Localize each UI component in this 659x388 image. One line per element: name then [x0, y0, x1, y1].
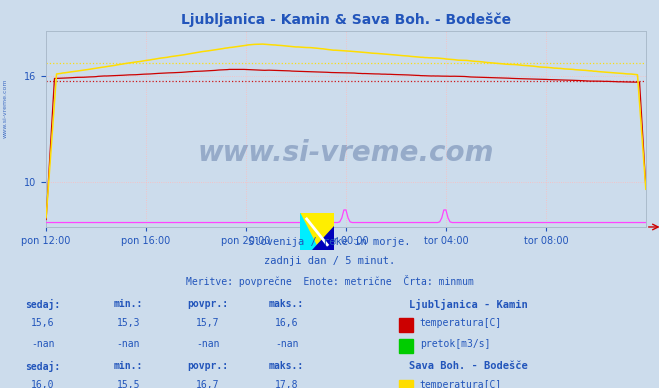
Text: Sava Boh. - Bodešče: Sava Boh. - Bodešče [409, 361, 527, 371]
Text: pretok[m3/s]: pretok[m3/s] [420, 339, 490, 349]
Text: maks.:: maks.: [269, 299, 304, 309]
Text: 16,0: 16,0 [31, 380, 55, 388]
Text: min.:: min.: [114, 299, 143, 309]
Text: -nan: -nan [275, 339, 299, 349]
Text: 16,6: 16,6 [275, 318, 299, 328]
Text: zadnji dan / 5 minut.: zadnji dan / 5 minut. [264, 256, 395, 266]
Text: -nan: -nan [31, 339, 55, 349]
Text: -nan: -nan [196, 339, 219, 349]
Text: 15,6: 15,6 [31, 318, 55, 328]
Text: Meritve: povprečne  Enote: metrične  Črta: minmum: Meritve: povprečne Enote: metrične Črta:… [186, 275, 473, 287]
Text: temperatura[C]: temperatura[C] [420, 380, 502, 388]
Bar [399, 318, 413, 332]
Bar [399, 339, 413, 353]
Text: 15,7: 15,7 [196, 318, 219, 328]
Text: min.:: min.: [114, 361, 143, 371]
Text: sedaj:: sedaj: [25, 299, 61, 310]
Text: 15,5: 15,5 [117, 380, 140, 388]
Text: Slovenija / reke in morje.: Slovenija / reke in morje. [248, 237, 411, 248]
Text: Ljubljanica - Kamin: Ljubljanica - Kamin [409, 299, 527, 310]
Polygon shape [312, 226, 334, 250]
Text: 17,8: 17,8 [275, 380, 299, 388]
Text: povpr.:: povpr.: [187, 299, 228, 309]
Text: 16,7: 16,7 [196, 380, 219, 388]
Text: 15,3: 15,3 [117, 318, 140, 328]
Text: maks.:: maks.: [269, 361, 304, 371]
Bar [399, 380, 413, 388]
Text: sedaj:: sedaj: [25, 361, 61, 372]
Text: temperatura[C]: temperatura[C] [420, 318, 502, 328]
Polygon shape [300, 213, 319, 250]
Text: -nan: -nan [117, 339, 140, 349]
Text: www.si-vreme.com: www.si-vreme.com [3, 79, 8, 139]
Text: www.si-vreme.com: www.si-vreme.com [198, 139, 494, 166]
Text: povpr.:: povpr.: [187, 361, 228, 371]
Title: Ljubljanica - Kamin & Sava Boh. - Bodešče: Ljubljanica - Kamin & Sava Boh. - Bodešč… [181, 12, 511, 27]
